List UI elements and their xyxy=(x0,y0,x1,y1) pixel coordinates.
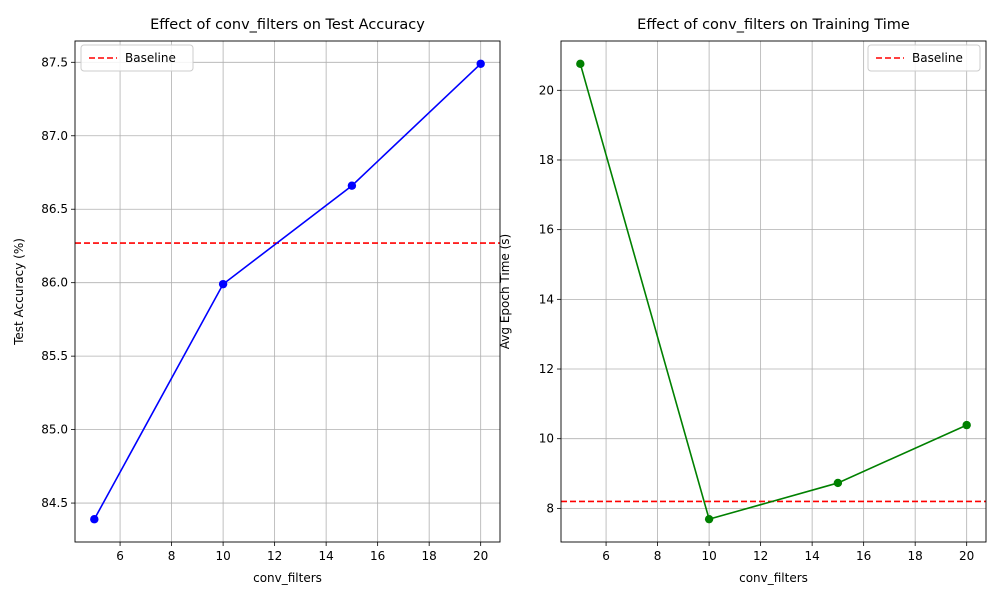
x-tick-label: 6 xyxy=(116,549,124,563)
y-tick-label: 10 xyxy=(539,432,554,446)
legend: Baseline xyxy=(867,44,981,72)
y-tick-label: 86.5 xyxy=(41,202,68,216)
y-tick-label: 87.0 xyxy=(41,129,68,143)
legend-box xyxy=(867,44,981,72)
x-tick-label: 14 xyxy=(318,549,333,563)
x-axis-label: conv_filters xyxy=(253,571,322,585)
y-tick-label: 18 xyxy=(539,153,554,167)
y-tick-label: 16 xyxy=(539,223,554,237)
x-tick-label: 20 xyxy=(473,549,488,563)
legend-box xyxy=(80,44,194,72)
legend-label: Baseline xyxy=(125,51,176,65)
y-tick-label: 85.0 xyxy=(41,423,68,437)
x-tick-label: 8 xyxy=(168,549,176,563)
y-tick-label: 85.5 xyxy=(41,349,68,363)
x-tick-label: 20 xyxy=(959,549,974,563)
data-point xyxy=(576,59,585,69)
chart-title: Effect of conv_filters on Training Time xyxy=(637,17,910,33)
chart-panel-2: 6 8 10 12 14 16 18 20 8 10 12 14 16 18 20 Effect of con… xyxy=(498,17,987,585)
x-tick-label: 14 xyxy=(804,549,819,563)
data-point xyxy=(476,59,485,68)
x-tick-label: 10 xyxy=(701,549,716,563)
y-axis-label: Avg Epoch Time (s) xyxy=(498,234,512,349)
axes-frame xyxy=(74,40,501,543)
data-point xyxy=(962,420,971,430)
y-tick-label: 12 xyxy=(539,362,554,376)
x-tick-label: 18 xyxy=(422,549,437,563)
y-axis-label: Test Accuracy (%) xyxy=(12,238,26,346)
y-tick-label: 20 xyxy=(539,83,554,97)
y-tick-label: 86.0 xyxy=(41,276,68,290)
x-tick-label: 12 xyxy=(267,549,282,563)
series-line xyxy=(93,63,482,520)
x-tick-label: 18 xyxy=(908,549,923,563)
data-point xyxy=(704,514,714,524)
x-tick-label: 12 xyxy=(753,549,768,563)
axes-frame xyxy=(560,40,987,543)
data-point xyxy=(833,478,843,488)
chart-title: Effect of conv_filters on Test Accuracy xyxy=(150,17,425,33)
series-line xyxy=(579,63,968,521)
x-tick-label: 6 xyxy=(602,549,610,563)
y-tick-label: 8 xyxy=(546,501,554,515)
y-tick-label: 87.5 xyxy=(41,55,68,69)
data-point xyxy=(218,279,228,289)
data-point xyxy=(90,515,99,524)
x-tick-label: 8 xyxy=(654,549,662,563)
x-tick-label: 16 xyxy=(370,549,385,563)
y-tick-label: 84.5 xyxy=(41,496,68,510)
chart-panel-1: 6 8 10 12 14 16 18 20 84.5 85.0 85.5 86.0 86.5 87.0 87… xyxy=(12,17,501,585)
data-point xyxy=(347,181,357,190)
x-tick-label: 16 xyxy=(856,549,871,563)
legend: Baseline xyxy=(80,44,194,72)
y-tick-label: 14 xyxy=(539,292,554,306)
x-axis-label: conv_filters xyxy=(739,571,808,585)
legend-label: Baseline xyxy=(912,51,963,65)
x-tick-label: 10 xyxy=(215,549,230,563)
